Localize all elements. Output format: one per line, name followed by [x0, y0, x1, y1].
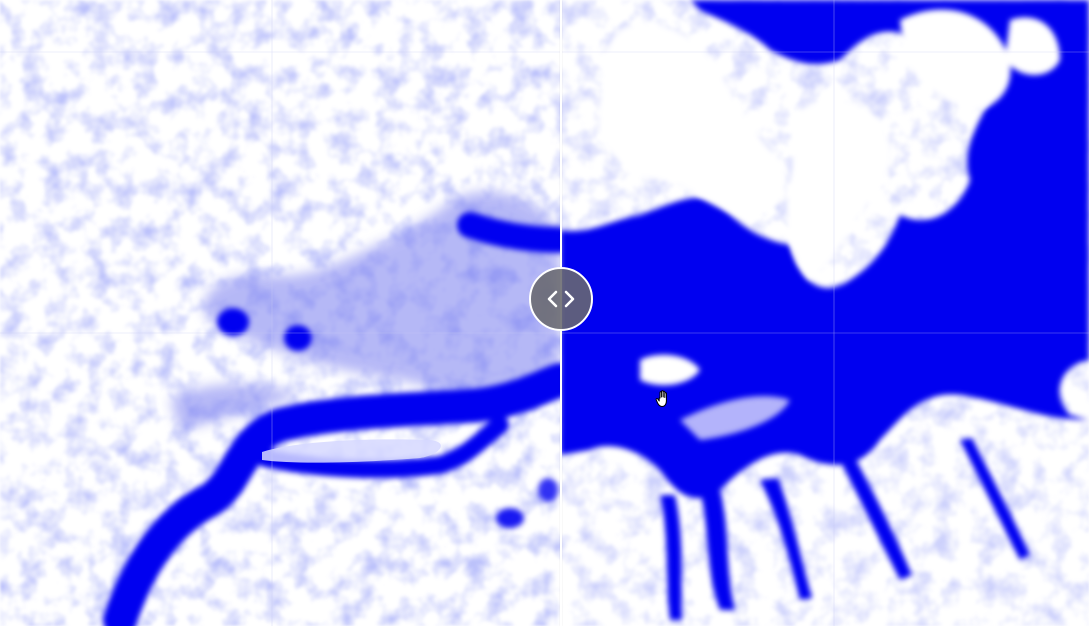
river-branch: [120, 225, 560, 620]
hand-pan-icon: [655, 389, 673, 409]
ponds: [217, 308, 558, 528]
swipe-handle-button[interactable]: [529, 267, 593, 331]
chevron-left-right-icon: [544, 289, 578, 309]
land-patches: [598, 10, 1060, 440]
river-island: [262, 439, 441, 462]
